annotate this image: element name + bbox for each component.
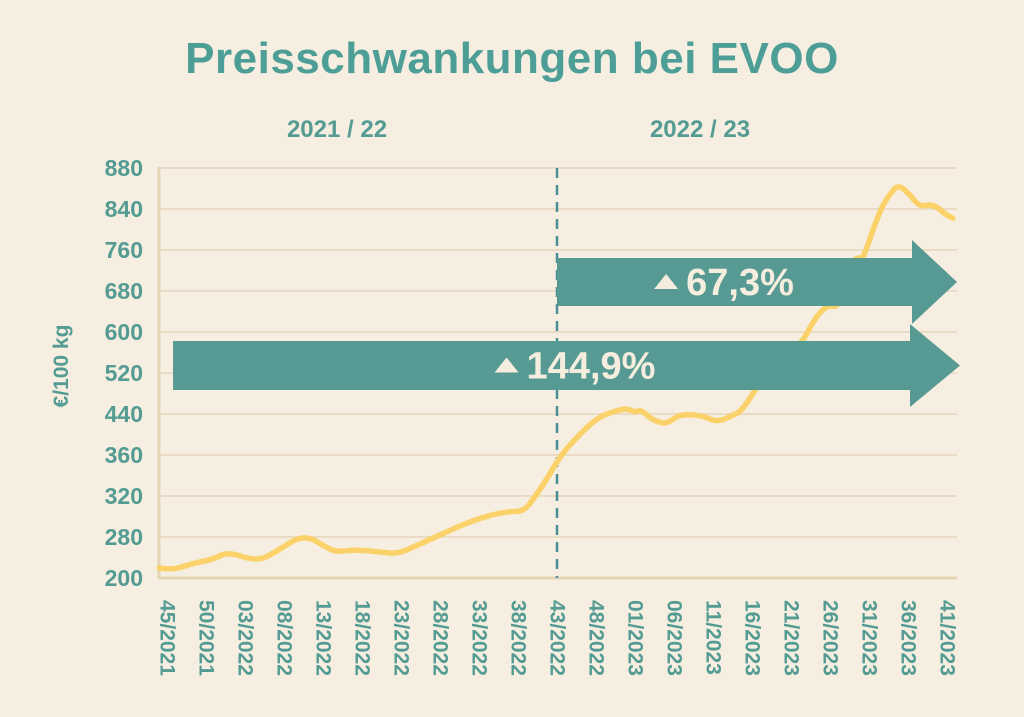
x-tick-label: 38/2022 (507, 600, 530, 676)
y-tick-label: 280 (105, 524, 143, 550)
arrow-shape (557, 240, 957, 324)
y-tick-label: 440 (105, 401, 143, 427)
x-tick-label: 31/2023 (858, 600, 881, 676)
y-tick-label: 360 (105, 442, 143, 468)
x-tick-label: 26/2023 (819, 600, 842, 676)
increase-arrows: 67,3% 144,9% (173, 240, 960, 407)
y-tick-label: 200 (105, 565, 143, 591)
season-label-2021-22: 2021 / 22 (286, 116, 388, 143)
x-tick-label: 08/2022 (273, 600, 296, 676)
x-tick-labels: 45/2021 50/2021 03/2022 08/2022 13/2022 18/20… (156, 600, 959, 676)
x-tick-label: 36/2023 (897, 600, 920, 676)
x-tick-label: 16/2023 (741, 600, 764, 676)
x-tick-label: 50/2021 (195, 600, 218, 676)
up-triangle-icon (494, 357, 519, 373)
x-tick-label: 23/2022 (390, 600, 413, 676)
x-tick-label: 33/2022 (468, 600, 491, 676)
increase-arrow-67: 67,3% (557, 240, 957, 324)
x-tick-label: 03/2022 (234, 600, 257, 676)
x-tick-label: 45/2021 (156, 600, 179, 676)
increase-arrow-144: 144,9% (173, 324, 960, 407)
arrow-shape (173, 324, 960, 407)
x-tick-label: 13/2022 (312, 600, 335, 676)
up-triangle-icon (654, 274, 679, 289)
y-tick-label: 840 (105, 196, 143, 222)
y-tick-label: 320 (105, 483, 143, 509)
x-tick-label: 18/2022 (351, 600, 374, 676)
page-title: Preisschwankungen bei EVOO (185, 34, 839, 83)
x-tick-label: 28/2022 (429, 600, 452, 676)
x-tick-label: 43/2022 (546, 600, 569, 676)
season-label-2022-23: 2022 / 23 (649, 116, 751, 143)
x-tick-label: 11/2023 (702, 600, 725, 675)
y-tick-labels: 200 280 320 360 440 520 600 680 760 840 880 (105, 155, 143, 591)
y-tick-label: 880 (105, 155, 143, 181)
increase-arrow-label: 144,9% (527, 346, 656, 388)
increase-arrow-label: 67,3% (686, 262, 794, 304)
x-tick-label: 01/2023 (624, 600, 647, 676)
y-tick-label: 600 (105, 319, 143, 345)
x-tick-label: 48/2022 (585, 600, 608, 676)
x-tick-label: 06/2023 (663, 600, 686, 676)
x-tick-label: 41/2023 (936, 600, 959, 676)
y-tick-label: 760 (105, 237, 143, 263)
x-tick-label: 21/2023 (780, 600, 803, 676)
y-tick-label: 680 (105, 278, 143, 304)
y-tick-label: 520 (105, 360, 143, 386)
